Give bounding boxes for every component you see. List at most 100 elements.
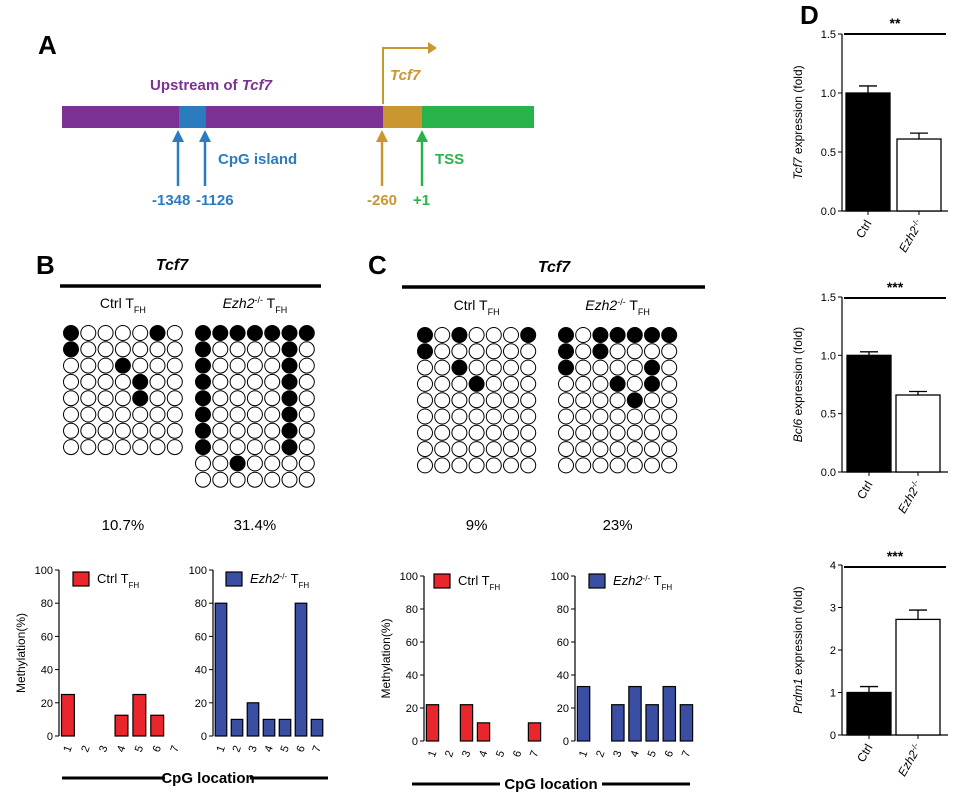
unmethylated-cpg-dot [63,390,79,407]
unmethylated-cpg-dot [212,406,229,423]
methylated-cpg-dot [626,327,643,343]
legend-label: Ctrl TFH [458,573,500,592]
unmethylated-cpg-dot [298,406,315,423]
unmethylated-cpg-dot [434,424,451,441]
unmethylated-cpg-dot [80,439,97,456]
unmethylated-cpg-dot [114,439,131,456]
x-tick-label: 1 [214,744,227,754]
legend-label: Ctrl TFH [97,571,139,590]
unmethylated-cpg-dot [246,439,263,456]
methylated-cpg-dot [451,327,468,343]
unmethylated-cpg-dot [149,373,166,390]
x-tick-label: 6 [294,744,307,754]
group-label: Ctrl TFH [454,297,500,317]
legend-swatch [433,573,451,589]
bar [645,704,659,742]
unmethylated-cpg-dot [503,392,519,409]
transcription-start-arrow [382,47,428,104]
unmethylated-cpg-dot [63,439,79,456]
unmethylated-cpg-dot [417,424,433,441]
unmethylated-cpg-dot [503,375,519,392]
methylation-percent: 23% [603,517,633,534]
position-label: -260 [367,192,397,209]
unmethylated-cpg-dot [298,390,315,407]
unmethylated-cpg-dot [246,471,263,488]
unmethylated-cpg-dot [503,359,519,376]
methylation-chart: 0 20 40 60 80 100 1 2 3 4 5 6 7 Ezh2-/- TFH [189,565,324,754]
unmethylated-cpg-dot [97,439,114,456]
methylated-cpg-dot [644,375,660,392]
unmethylated-cpg-dot [114,373,131,390]
legend-label: Ezh2-/- TFH [613,573,672,592]
y-tick-label: 80 [41,598,53,610]
methylated-cpg-dot [212,325,229,341]
unmethylated-cpg-dot [166,390,183,407]
methylated-cpg-dot [609,375,626,392]
unmethylated-cpg-dot [503,441,519,458]
unmethylated-cpg-dot [520,392,537,409]
unmethylated-cpg-dot [149,357,166,374]
unmethylated-cpg-dot [132,422,149,439]
unmethylated-cpg-dot [80,373,97,390]
bar [230,718,244,737]
unmethylated-cpg-dot [97,422,114,439]
methylation-chart: 0 20 40 60 80 100 1 2 3 4 5 6 7 Ezh2-/- TFH [551,571,694,759]
unmethylated-cpg-dot [229,422,246,439]
unmethylated-cpg-dot [451,457,468,474]
x-axis-title: CpG location [504,776,597,793]
unmethylated-cpg-dot [503,343,519,360]
unmethylated-cpg-dot [246,373,263,390]
unmethylated-cpg-dot [451,424,468,441]
unmethylated-cpg-dot [434,327,451,343]
unmethylated-cpg-dot [229,341,246,358]
unmethylated-cpg-dot [166,422,183,439]
position-label: -1348 [152,192,190,209]
unmethylated-cpg-dot [114,341,131,358]
unmethylated-cpg-dot [626,424,643,441]
methylated-cpg-dot [195,390,211,407]
unmethylated-cpg-dot [63,357,79,374]
gene-label: Tcf7 [390,67,421,84]
y-tick-label: 60 [557,637,569,649]
unmethylated-cpg-dot [264,390,281,407]
methylated-cpg-dot [558,327,574,343]
unmethylated-cpg-dot [434,441,451,458]
y-tick-label: 0.0 [821,467,836,479]
unmethylated-cpg-dot [132,357,149,374]
unmethylated-cpg-dot [80,406,97,423]
significance-stars: ** [890,15,901,31]
methylated-cpg-dot [63,341,79,358]
unmethylated-cpg-dot [661,392,678,409]
expression-chart: 0.0 0.5 1.0 1.5 Ctrl Ezh2-/- *** Bcl6 expressio… [791,279,948,516]
unmethylated-cpg-dot [97,373,114,390]
x-tick-label: Ctrl [853,218,874,241]
unmethylated-cpg-dot [80,341,97,358]
unmethylated-cpg-dot [644,441,660,458]
methylation-percent: 10.7% [102,517,145,534]
unmethylated-cpg-dot [417,457,433,474]
unmethylated-cpg-dot [485,327,502,343]
unmethylated-cpg-dot [229,471,246,488]
gene-segment [383,106,422,128]
upstream-segment [62,106,179,128]
unmethylated-cpg-dot [298,439,315,456]
y-tick-label: 40 [41,665,53,677]
methylated-cpg-dot [281,422,298,439]
y-tick-label: 1 [830,688,836,700]
unmethylated-cpg-dot [229,406,246,423]
x-tick-label: 6 [511,749,524,759]
unmethylated-cpg-dot [229,357,246,374]
panel-b-letter: B [36,250,55,280]
expression-chart: 0.0 0.5 1.0 1.5 Ctrl Ezh2-/- ** Tcf7 expression… [791,15,948,255]
unmethylated-cpg-dot [661,424,678,441]
x-tick-label: Ctrl [854,742,875,765]
unmethylated-cpg-dot [520,408,537,425]
unmethylated-cpg-dot [264,406,281,423]
methylated-cpg-dot [195,422,211,439]
unmethylated-cpg-dot [63,373,79,390]
x-axis-title: CpG location [161,770,254,787]
unmethylated-cpg-dot [468,359,485,376]
methylated-cpg-dot [132,373,149,390]
unmethylated-cpg-dot [246,357,263,374]
x-tick-label: 5 [133,744,146,754]
